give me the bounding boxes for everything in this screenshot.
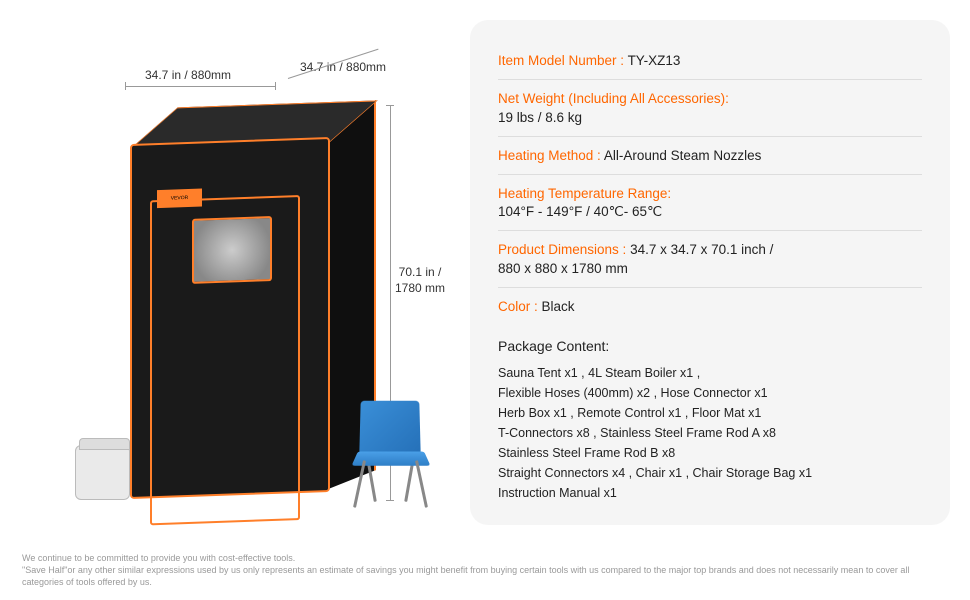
disclaimer-line2: "Save Half"or any other similar expressi… [22, 564, 948, 588]
steam-boiler-illustration [75, 445, 130, 500]
spec-value: 104°F - 149°F / 40℃- 65℃ [498, 204, 662, 219]
dimension-depth-label: 34.7 in / 880mm [300, 60, 386, 74]
spec-row: Heating Method : All-Around Steam Nozzle… [498, 137, 922, 175]
package-content-title: Package Content: [498, 337, 922, 357]
disclaimer-footer: We continue to be committed to provide y… [22, 552, 948, 588]
spec-label: Heating Method : [498, 148, 604, 163]
spec-label: Color : [498, 299, 542, 314]
chair-illustration [350, 400, 440, 510]
spec-value: 19 lbs / 8.6 kg [498, 110, 582, 125]
spec-label: Item Model Number : [498, 53, 628, 68]
tent-window [192, 216, 272, 284]
spec-list: Item Model Number : TY-XZ13Net Weight (I… [498, 42, 922, 325]
disclaimer-line1: We continue to be committed to provide y… [22, 552, 948, 564]
product-diagram: 34.7 in / 880mm 34.7 in / 880mm 70.1 in … [40, 30, 450, 515]
dimension-height-label: 70.1 in / 1780 mm [395, 265, 445, 296]
dimension-width-line [125, 86, 275, 87]
product-diagram-panel: 34.7 in / 880mm 34.7 in / 880mm 70.1 in … [0, 0, 470, 525]
sauna-tent-illustration: VEVOR [130, 101, 360, 504]
spec-row: Item Model Number : TY-XZ13 [498, 42, 922, 80]
package-content-block: Package Content: Sauna Tent x1 , 4L Stea… [498, 325, 922, 511]
chair-leg [353, 460, 366, 508]
spec-label: Net Weight (Including All Accessories): [498, 91, 729, 106]
dimension-height-line1: 70.1 in / [399, 265, 442, 279]
spec-row: Net Weight (Including All Accessories): … [498, 80, 922, 137]
content-container: 34.7 in / 880mm 34.7 in / 880mm 70.1 in … [0, 0, 970, 525]
package-content-body: Sauna Tent x1 , 4L Steam Boiler x1 , Fle… [498, 363, 922, 503]
dimension-tick [386, 105, 394, 106]
spec-row: Product Dimensions : 34.7 x 34.7 x 70.1 … [498, 231, 922, 288]
spec-label: Product Dimensions : [498, 242, 630, 257]
chair-back [359, 401, 420, 456]
dimension-tick [275, 82, 276, 90]
dimension-tick [125, 82, 126, 90]
spec-value: Black [542, 299, 575, 314]
dimension-width-label: 34.7 in / 880mm [145, 68, 231, 82]
specifications-panel: Item Model Number : TY-XZ13Net Weight (I… [470, 20, 950, 525]
dimension-height-line2: 1780 mm [395, 281, 445, 295]
tent-front-panel: VEVOR [130, 137, 330, 499]
spec-row: Color : Black [498, 288, 922, 325]
spec-value: TY-XZ13 [628, 53, 681, 68]
spec-row: Heating Temperature Range: 104°F - 149°F… [498, 175, 922, 232]
spec-label: Heating Temperature Range: [498, 186, 671, 201]
spec-value: All-Around Steam Nozzles [604, 148, 762, 163]
chair-leg [415, 460, 428, 508]
